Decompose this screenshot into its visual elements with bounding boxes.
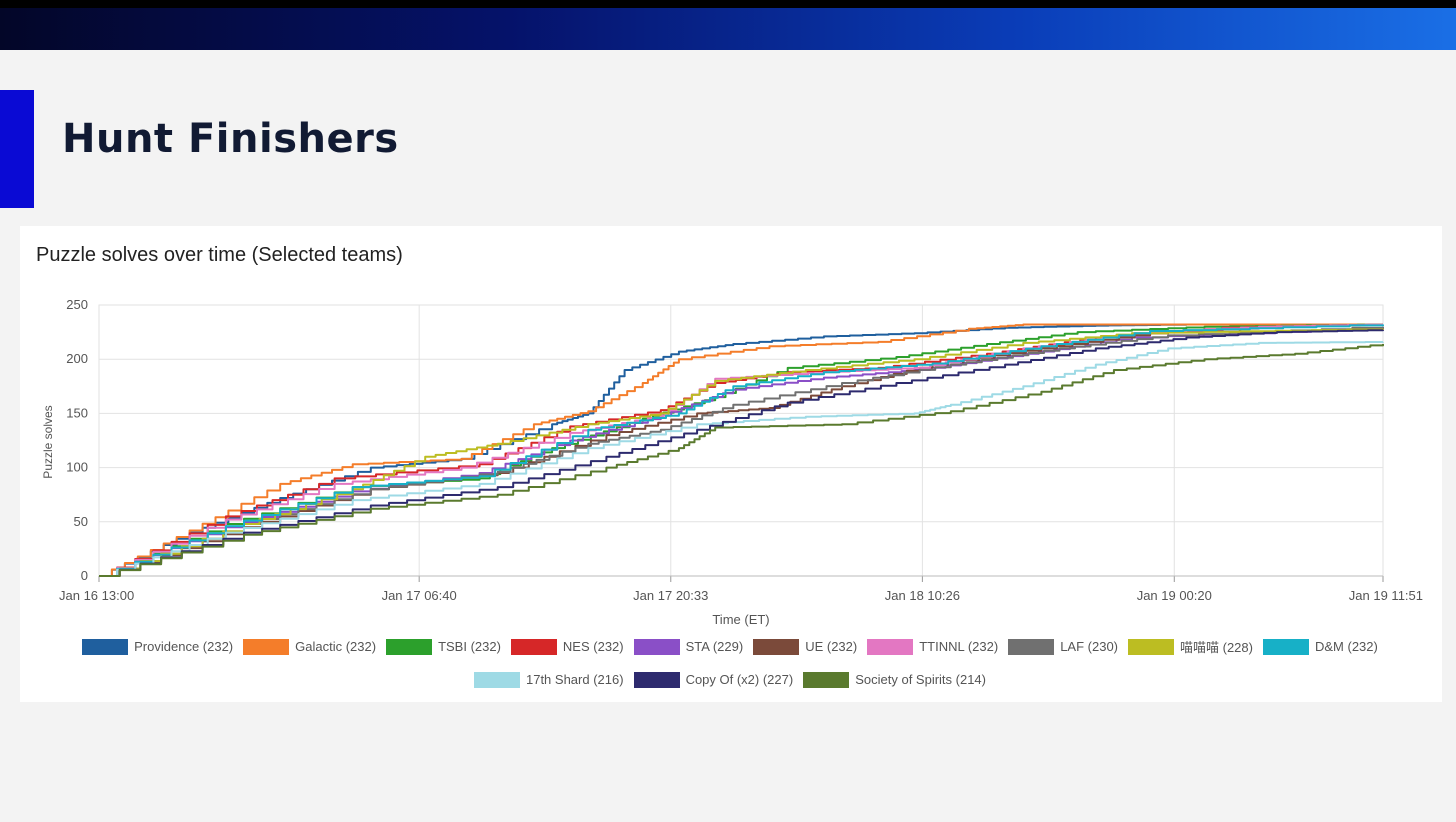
legend-label: TTINNL (232) [919,639,999,654]
legend-item[interactable]: D&M (232) [1262,638,1378,655]
legend-label: LAF (230) [1060,639,1119,654]
series-line [99,327,1384,577]
x-tick-label: Jan 19 00:20 [1137,588,1212,603]
legend-label: Galactic (232) [295,639,377,654]
series-line [99,324,1384,577]
legend-item[interactable]: UE (232) [753,638,857,655]
x-tick-label: Jan 19 11:51 [1349,588,1423,603]
legend-swatch [1128,638,1175,655]
top-banner-edge [0,0,1456,8]
legend-item[interactable]: Society of Spirits (214) [803,671,986,688]
legend-label: Copy Of (x2) (227) [685,672,794,687]
legend-swatch [1262,638,1309,655]
legend-label: Providence (232) [134,639,234,654]
legend-swatch [510,638,557,655]
legend-swatch [386,638,433,655]
legend-swatch [473,671,520,688]
legend-item[interactable]: Providence (232) [82,638,233,655]
y-tick-label: 50 [74,514,88,529]
series-lines [99,323,1384,577]
series-line [99,328,1384,577]
legend-swatch [633,671,680,688]
slide-title: Hunt Finishers [62,116,399,162]
legend-swatch [753,638,800,655]
y-tick-label: 200 [66,351,88,366]
y-tick-label: 100 [66,460,88,475]
legend-item[interactable]: Galactic (232) [243,638,376,655]
legend-label: D&M (232) [1314,639,1378,654]
legend-item[interactable]: LAF (230) [1008,638,1118,655]
x-axis-label: Time (ET) [712,612,769,627]
legend-swatch [633,638,680,655]
legend-swatch [803,671,850,688]
x-tick-label: Jan 16 13:00 [59,588,134,603]
y-tick-label: 0 [81,568,88,583]
legend-label: STA (229) [685,639,744,654]
y-axis-label: Puzzle solves [41,405,55,478]
series-line [99,341,1384,577]
legend-item[interactable]: TTINNL (232) [867,638,998,655]
legend-swatch [1008,638,1055,655]
plot-frame [98,304,1384,577]
title-accent-bar [0,90,34,208]
legend-item[interactable]: Copy Of (x2) (227) [633,671,794,688]
series-line [99,329,1384,577]
legend-label: NES (232) [562,639,624,654]
series-line [99,344,1384,577]
y-tick-label: 250 [66,297,88,312]
chart-title: Puzzle solves over time (Selected teams) [36,244,403,266]
x-tick-label: Jan 17 06:40 [382,588,457,603]
legend-label: UE (232) [805,639,858,654]
chart-legend: Providence (232) Galactic (232) TSBI (232)… [60,638,1400,688]
legend-swatch [82,638,129,655]
y-tick-label: 150 [66,405,88,420]
series-line [99,323,1383,577]
legend-label: 喵喵喵 (228) [1180,640,1253,655]
legend-swatch [243,638,290,655]
legend-swatch [867,638,914,655]
top-banner [0,0,1456,50]
legend-item[interactable]: 17th Shard (216) [473,671,624,688]
x-tick-label: Jan 18 10:26 [885,588,960,603]
legend-item[interactable]: NES (232) [510,638,624,655]
series-line [99,326,1384,577]
legend-item[interactable]: TSBI (232) [386,638,501,655]
axes: 0 50 100 150 200 250 Jan 16 13:00 Jan 17 06:40 J… [59,297,1423,603]
grid-lines [98,304,1384,577]
legend-label: Society of Spirits (214) [855,672,986,687]
legend-item[interactable]: 喵喵喵 (228) [1128,638,1253,655]
x-tick-label: Jan 17 20:33 [633,588,708,603]
legend-item[interactable]: STA (229) [633,638,744,655]
legend-label: 17th Shard (216) [525,672,624,687]
legend-label: TSBI (232) [438,639,501,654]
